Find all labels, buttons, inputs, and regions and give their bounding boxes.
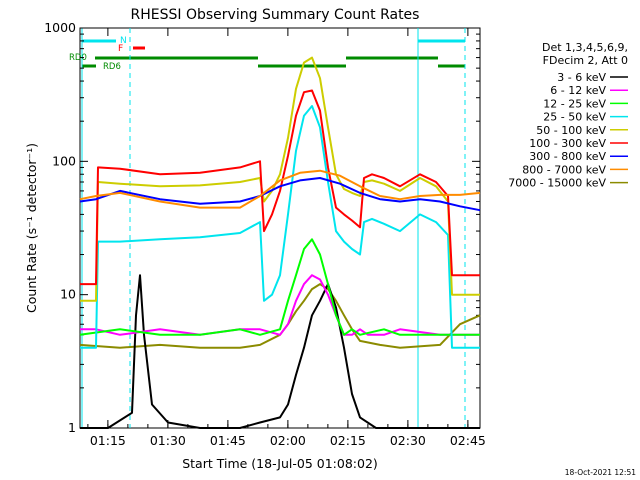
legend-label: 7000 - 15000 keV	[508, 177, 606, 190]
generation-timestamp: 18-Oct-2021 12:51	[565, 468, 636, 477]
legend-label: 25 - 50 keV	[543, 111, 606, 124]
y-tick-label: 100	[52, 153, 76, 168]
legend-label: 12 - 25 keV	[543, 97, 606, 110]
series-line-12-25-keV	[79, 238, 480, 336]
flag-rd0-label: RD0	[69, 53, 87, 63]
series-line-100-300-keV	[80, 89, 480, 286]
y-tick-label: 1	[68, 420, 76, 435]
x-tick-label: 02:45	[450, 433, 486, 448]
x-tick-label: 01:30	[150, 433, 186, 448]
legend-label: 100 - 300 keV	[529, 137, 606, 150]
series-line-50-100-keV	[80, 56, 480, 302]
legend-header-line-1: Det 1,3,4,5,6,9,	[542, 41, 628, 54]
x-tick-label: 02:00	[270, 433, 306, 448]
flag-f-label: F	[118, 44, 123, 54]
series-line-300-800-keV	[79, 177, 481, 212]
series-line-3-6-keV	[80, 274, 480, 429]
legend-label: 50 - 100 keV	[536, 124, 606, 137]
x-tick-label: 02:15	[330, 433, 366, 448]
x-tick-label: 02:30	[390, 433, 426, 448]
legend-label: 300 - 800 keV	[529, 150, 606, 163]
plot-frame	[79, 27, 481, 429]
orbit-markers	[81, 28, 466, 428]
y-tick-label: 10	[60, 287, 76, 302]
legend-header-line-2: FDecim 2, Att 0	[543, 54, 628, 67]
flag-rd6-label: RD6	[103, 62, 121, 72]
y-axis-label: Count Rate (s⁻¹ detector⁻¹)	[24, 143, 39, 313]
series-line-800-7000-keV	[79, 169, 481, 209]
series-line-25-50-keV	[80, 105, 480, 349]
y-tick-label: 1000	[44, 20, 76, 35]
legend-label: 6 - 12 keV	[550, 84, 606, 97]
legend-label: 3 - 6 keV	[557, 71, 606, 84]
x-tick-label: 01:45	[210, 433, 246, 448]
axis-ticks: 01:15 01:30 01:45 02:00 02:15 02:30 02:45 1 10 10…	[44, 20, 486, 448]
flag-bars: N F RD0 RD6	[69, 36, 465, 72]
x-axis-label: Start Time (18-Jul-05 01:08:02)	[182, 456, 378, 471]
x-tick-label: 01:15	[90, 433, 126, 448]
legend-label: 800 - 7000 keV	[522, 163, 606, 176]
flag-n-label: N	[120, 36, 127, 46]
series-layer	[79, 56, 481, 429]
series-line-7000-15000-keV	[79, 283, 481, 349]
chart-title: RHESSI Observing Summary Count Rates	[131, 7, 420, 23]
